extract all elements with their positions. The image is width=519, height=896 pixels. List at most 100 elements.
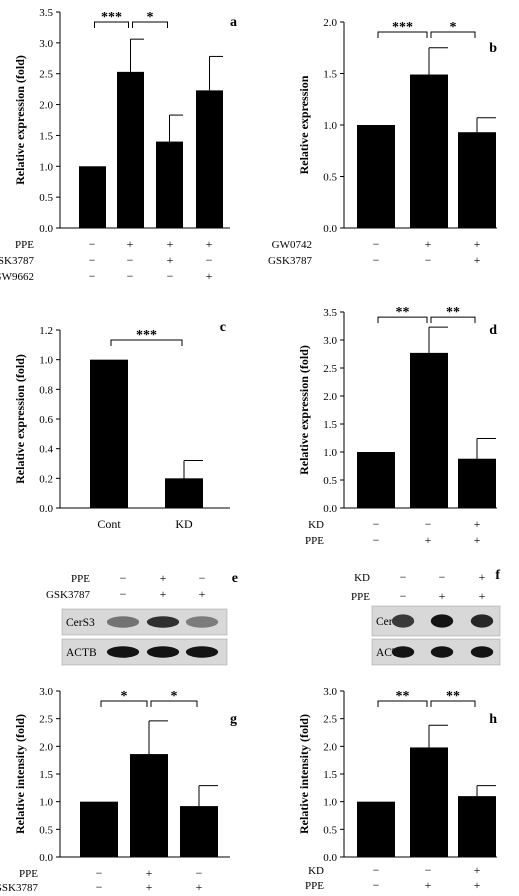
y-tick-label: 1.0 [39,355,53,367]
condition-label: KD [308,865,324,877]
condition-sign: − [127,253,134,267]
y-tick-label: 1.5 [323,769,337,781]
y-tick-label: 0.0 [39,852,53,864]
y-tick-label: 0.5 [323,475,337,487]
y-tick-label: 3.0 [39,38,53,50]
band-cers3-0 [106,616,140,628]
band-cers3-0 [391,614,415,628]
y-tick-label: 1.5 [39,769,53,781]
condition-label: GSK3787 [0,882,38,894]
condition-sign: − [120,571,127,585]
y-tick-label: 0.5 [39,192,53,204]
condition-sign: + [439,589,446,603]
band-cers3-2 [470,614,494,628]
y-axis-label: Relative expression [297,75,311,174]
condition-label: GSK3787 [268,255,313,267]
bar-1 [410,352,448,508]
condition-sign: + [425,878,432,892]
condition-sign: − [89,237,96,251]
condition-sign: − [196,866,203,880]
condition-sign: − [373,517,380,531]
bar-0 [80,801,118,857]
bar-1 [165,478,203,508]
condition-sign: − [167,269,174,283]
y-tick-label: 2.0 [39,100,53,112]
panel-letter: e [232,571,238,586]
condition-sign: − [89,269,96,283]
panel-letter: c [220,320,226,335]
condition-sign: − [373,878,380,892]
condition-label: PPE [351,591,370,603]
significance-bracket-1 [150,700,198,707]
condition-sign: − [425,253,432,267]
condition-label: PPE [71,573,90,585]
condition-label: PPE [19,868,38,880]
panel-letter: f [495,568,500,583]
significance-label-0: ** [396,305,410,320]
y-tick-label: 1.5 [323,69,337,81]
significance-label-0: *** [136,328,157,343]
y-tick-label: 2.0 [323,741,337,753]
condition-sign: − [96,866,103,880]
bar-0 [90,359,128,508]
x-category-label: KD [175,517,193,531]
y-tick-label: 3.5 [39,7,53,19]
condition-sign: + [206,237,213,251]
bar-3 [196,90,223,229]
y-tick-label: 1.0 [323,797,337,809]
band-actb-1 [146,646,180,658]
condition-sign: − [373,237,380,251]
significance-bracket-0 [377,31,428,38]
condition-sign: − [439,570,446,584]
bar-2 [458,132,496,228]
significance-label-0: *** [101,10,122,25]
condition-sign: + [146,866,153,880]
band-actb-1 [430,646,454,658]
y-tick-label: 0.8 [39,384,53,396]
condition-sign: + [146,880,153,894]
y-tick-label: 0.4 [39,444,53,456]
y-tick-label: 2.5 [39,714,53,726]
bar-0 [357,452,395,508]
y-tick-label: 0.0 [323,223,337,235]
condition-sign: + [196,880,203,894]
condition-sign: − [373,533,380,547]
significance-bracket-1 [430,316,476,324]
condition-sign: − [425,863,432,877]
bar-2 [156,141,183,228]
bar-2 [180,806,218,857]
y-tick-label: 0.5 [39,824,53,836]
y-tick-label: 2.0 [323,17,337,29]
condition-sign: + [474,863,481,877]
y-tick-label: 3.0 [323,335,337,347]
condition-sign: + [479,570,486,584]
condition-label: PPE [305,880,324,892]
condition-label: KD [354,572,370,584]
condition-sign: + [474,237,481,251]
condition-sign: + [425,533,432,547]
y-tick-label: 1.5 [323,419,337,431]
condition-sign: + [474,878,481,892]
condition-label: PPE [305,535,324,547]
band-cers3-1 [430,614,454,628]
band-actb-2 [470,646,494,658]
y-tick-label: 0.0 [323,503,337,515]
condition-sign: − [199,571,206,585]
y-tick-label: 0.0 [39,503,53,515]
condition-label: GW9662 [0,271,34,283]
significance-bracket-0 [377,700,428,707]
y-tick-label: 2.5 [323,714,337,726]
y-axis-label: Relative expression (fold) [297,345,311,475]
significance-bracket-0 [377,316,428,324]
significance-bracket-0 [100,700,148,707]
y-axis-label: Relative expression (fold) [13,354,27,484]
bar-2 [458,458,496,508]
condition-sign: − [206,253,213,267]
condition-sign: − [120,587,127,601]
condition-sign: − [425,517,432,531]
condition-sign: + [474,517,481,531]
band-actb-0 [391,646,415,658]
bar-1 [130,754,168,857]
y-axis-label: Relative intensity (fold) [297,714,311,834]
condition-sign: + [474,253,481,267]
